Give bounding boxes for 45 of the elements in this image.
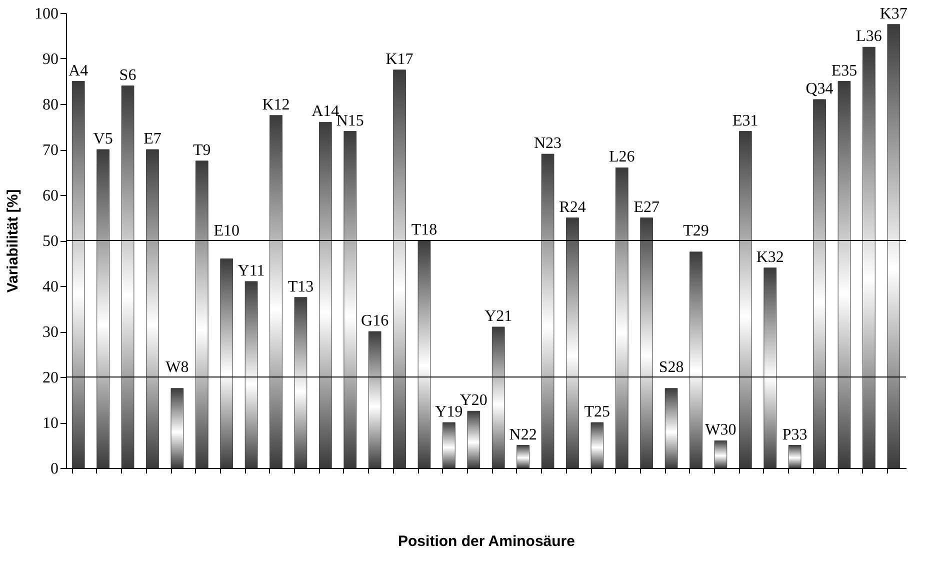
x-tick-label: K17 — [386, 50, 414, 68]
x-axis-title: Position der Aminosäure — [398, 533, 575, 550]
x-tick-label: S28 — [658, 359, 684, 376]
y-tick-label: 50 — [42, 233, 58, 250]
y-tick-label: 0 — [50, 460, 58, 478]
x-tick-label: T18 — [411, 222, 438, 238]
y-tick-label: 90 — [42, 51, 58, 68]
y-tick-label: 60 — [42, 188, 58, 204]
x-tick-label: L26 — [608, 148, 635, 166]
y-tick-label: 10 — [42, 415, 58, 432]
x-tick-label: Y21 — [484, 308, 512, 325]
y-tick-label: 70 — [42, 142, 58, 159]
x-tick-label: E10 — [214, 222, 240, 240]
x-tick-label: W30 — [705, 422, 736, 439]
y-tick-label: 20 — [42, 370, 58, 386]
x-tick-label: N22 — [509, 426, 537, 444]
x-tick-label: K32 — [756, 248, 784, 266]
x-tick-label: W8 — [166, 359, 189, 376]
x-tick-label: E7 — [144, 130, 162, 148]
x-tick-label: V5 — [93, 130, 113, 148]
y-tick-label: 80 — [42, 96, 58, 114]
x-tick-label: N23 — [534, 135, 562, 152]
y-axis-title: Variabilität [%] — [4, 189, 22, 293]
x-tick-label: E35 — [831, 62, 858, 80]
x-tick-label: E31 — [732, 112, 758, 130]
x-tick-label: T25 — [584, 404, 610, 420]
x-tick-label: P33 — [782, 426, 808, 444]
x-tick-label: Y11 — [238, 262, 265, 280]
x-tick-label: Q34 — [806, 80, 834, 98]
x-tick-label: K12 — [262, 96, 290, 114]
x-tick-label: T29 — [683, 222, 709, 240]
x-tick-label: G16 — [361, 312, 389, 330]
y-tick-label: 40 — [42, 278, 58, 296]
x-tick-label: E27 — [634, 198, 660, 216]
x-tick-label: T9 — [192, 142, 211, 159]
x-tick-label: A14 — [312, 103, 340, 120]
x-tick-label: L36 — [856, 28, 882, 46]
y-tick-label: 30 — [42, 324, 58, 341]
x-tick-label: R24 — [559, 198, 586, 216]
y-tick-label: 100 — [34, 6, 58, 22]
x-tick-label: K37 — [880, 5, 908, 22]
x-tick-label: Y19 — [435, 404, 463, 420]
x-tick-label: A4 — [68, 62, 88, 80]
x-tick-label: T13 — [288, 278, 314, 296]
x-tick-label: S6 — [119, 66, 136, 84]
